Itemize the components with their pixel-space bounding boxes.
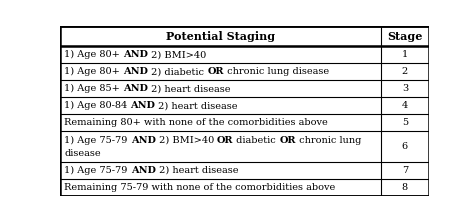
Text: 1) Age 85+: 1) Age 85+ [64, 84, 123, 93]
Text: OR: OR [278, 136, 295, 145]
Text: OR: OR [207, 67, 223, 76]
Text: 1) Age 75-79: 1) Age 75-79 [64, 136, 130, 145]
Text: AND: AND [123, 50, 148, 59]
Text: 1) Age 80+: 1) Age 80+ [64, 67, 123, 76]
Text: 2) diabetic: 2) diabetic [148, 67, 207, 76]
Text: 3: 3 [401, 84, 407, 93]
Text: 2) BMI>40: 2) BMI>40 [148, 50, 206, 59]
Text: 2) heart disease: 2) heart disease [155, 166, 238, 175]
Text: 6: 6 [401, 142, 407, 151]
Text: 4: 4 [401, 101, 407, 110]
Text: 2) BMI>40: 2) BMI>40 [155, 136, 217, 145]
Text: 2) heart disease: 2) heart disease [148, 84, 230, 93]
Text: chronic lung: chronic lung [295, 136, 360, 145]
Text: diabetic: diabetic [233, 136, 278, 145]
Text: Potential Staging: Potential Staging [165, 31, 274, 42]
Text: 5: 5 [401, 118, 407, 127]
Text: 1) Age 75-79: 1) Age 75-79 [64, 166, 130, 175]
Text: 8: 8 [401, 183, 407, 192]
Text: 7: 7 [401, 166, 407, 175]
Text: Stage: Stage [387, 31, 422, 42]
Text: disease: disease [64, 149, 100, 158]
Text: 1) Age 80-84: 1) Age 80-84 [64, 101, 130, 110]
Text: AND: AND [123, 84, 148, 93]
Text: Remaining 75-79 with none of the comorbidities above: Remaining 75-79 with none of the comorbi… [64, 183, 335, 192]
Text: AND: AND [130, 136, 155, 145]
Text: 1: 1 [401, 50, 407, 59]
Text: Remaining 80+ with none of the comorbidities above: Remaining 80+ with none of the comorbidi… [64, 118, 327, 127]
Text: AND: AND [130, 166, 155, 175]
Text: AND: AND [130, 101, 155, 110]
Text: 2: 2 [401, 67, 407, 76]
Text: AND: AND [123, 67, 148, 76]
Text: chronic lung disease: chronic lung disease [223, 67, 328, 76]
Text: 2) heart disease: 2) heart disease [155, 101, 238, 110]
Text: OR: OR [217, 136, 233, 145]
Text: 1) Age 80+: 1) Age 80+ [64, 50, 123, 59]
